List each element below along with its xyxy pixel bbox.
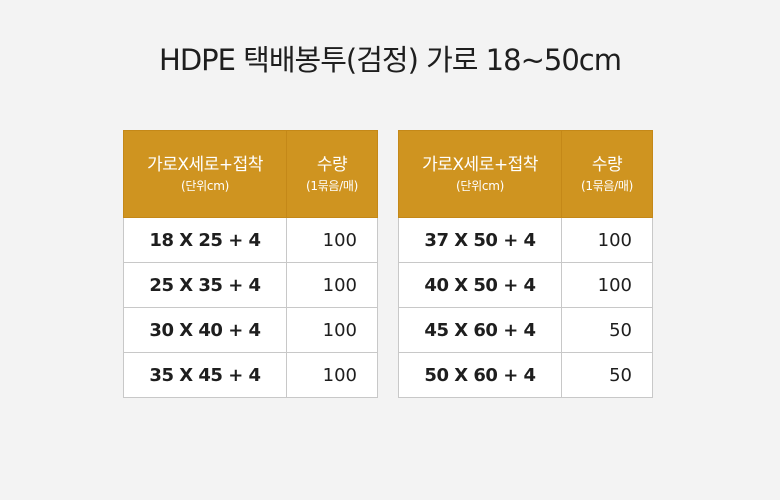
qty-cell: 100 <box>286 307 378 353</box>
size-header-label: 가로X세로+접착 <box>422 155 538 175</box>
qty-cell: 50 <box>561 352 653 398</box>
qty-header-label: 수량 <box>591 155 623 175</box>
size-cell: 25 X 35 + 4 <box>123 262 287 308</box>
size-cell: 30 X 40 + 4 <box>123 307 287 353</box>
size-cell: 40 X 50 + 4 <box>398 262 562 308</box>
qty-header-unit: (1묶음/매) <box>580 179 634 193</box>
page-title: HDPE 택배봉투(검정) 가로 18~50cm <box>159 43 622 77</box>
table-row: 25 X 35 + 4 100 <box>123 262 378 308</box>
table-row: 50 X 60 + 4 50 <box>398 352 653 398</box>
size-table-right: 가로X세로+접착 (단위cm) 수량 (1묶음/매) 37 X 50 + 4 1… <box>398 130 653 398</box>
size-column-header: 가로X세로+접착 (단위cm) <box>398 130 562 218</box>
qty-column-header: 수량 (1묶음/매) <box>286 130 378 218</box>
table-row: 35 X 45 + 4 100 <box>123 352 378 398</box>
size-header-unit: (단위cm) <box>181 179 229 193</box>
qty-cell: 50 <box>561 307 653 353</box>
size-cell: 35 X 45 + 4 <box>123 352 287 398</box>
qty-cell: 100 <box>286 352 378 398</box>
table-row: 30 X 40 + 4 100 <box>123 307 378 353</box>
size-column-header: 가로X세로+접착 (단위cm) <box>123 130 287 218</box>
table-header-row: 가로X세로+접착 (단위cm) 수량 (1묶음/매) <box>398 130 653 218</box>
qty-cell: 100 <box>561 217 653 263</box>
table-row: 37 X 50 + 4 100 <box>398 217 653 263</box>
table-row: 45 X 60 + 4 50 <box>398 307 653 353</box>
qty-cell: 100 <box>286 262 378 308</box>
size-header-unit: (단위cm) <box>456 179 504 193</box>
table-row: 18 X 25 + 4 100 <box>123 217 378 263</box>
size-cell: 37 X 50 + 4 <box>398 217 562 263</box>
qty-header-unit: (1묶음/매) <box>305 179 359 193</box>
qty-header-label: 수량 <box>316 155 348 175</box>
table-header-row: 가로X세로+접착 (단위cm) 수량 (1묶음/매) <box>123 130 378 218</box>
qty-cell: 100 <box>286 217 378 263</box>
qty-column-header: 수량 (1묶음/매) <box>561 130 653 218</box>
size-cell: 45 X 60 + 4 <box>398 307 562 353</box>
size-header-label: 가로X세로+접착 <box>147 155 263 175</box>
size-table-left: 가로X세로+접착 (단위cm) 수량 (1묶음/매) 18 X 25 + 4 1… <box>123 130 378 398</box>
qty-cell: 100 <box>561 262 653 308</box>
table-row: 40 X 50 + 4 100 <box>398 262 653 308</box>
size-cell: 18 X 25 + 4 <box>123 217 287 263</box>
size-cell: 50 X 60 + 4 <box>398 352 562 398</box>
